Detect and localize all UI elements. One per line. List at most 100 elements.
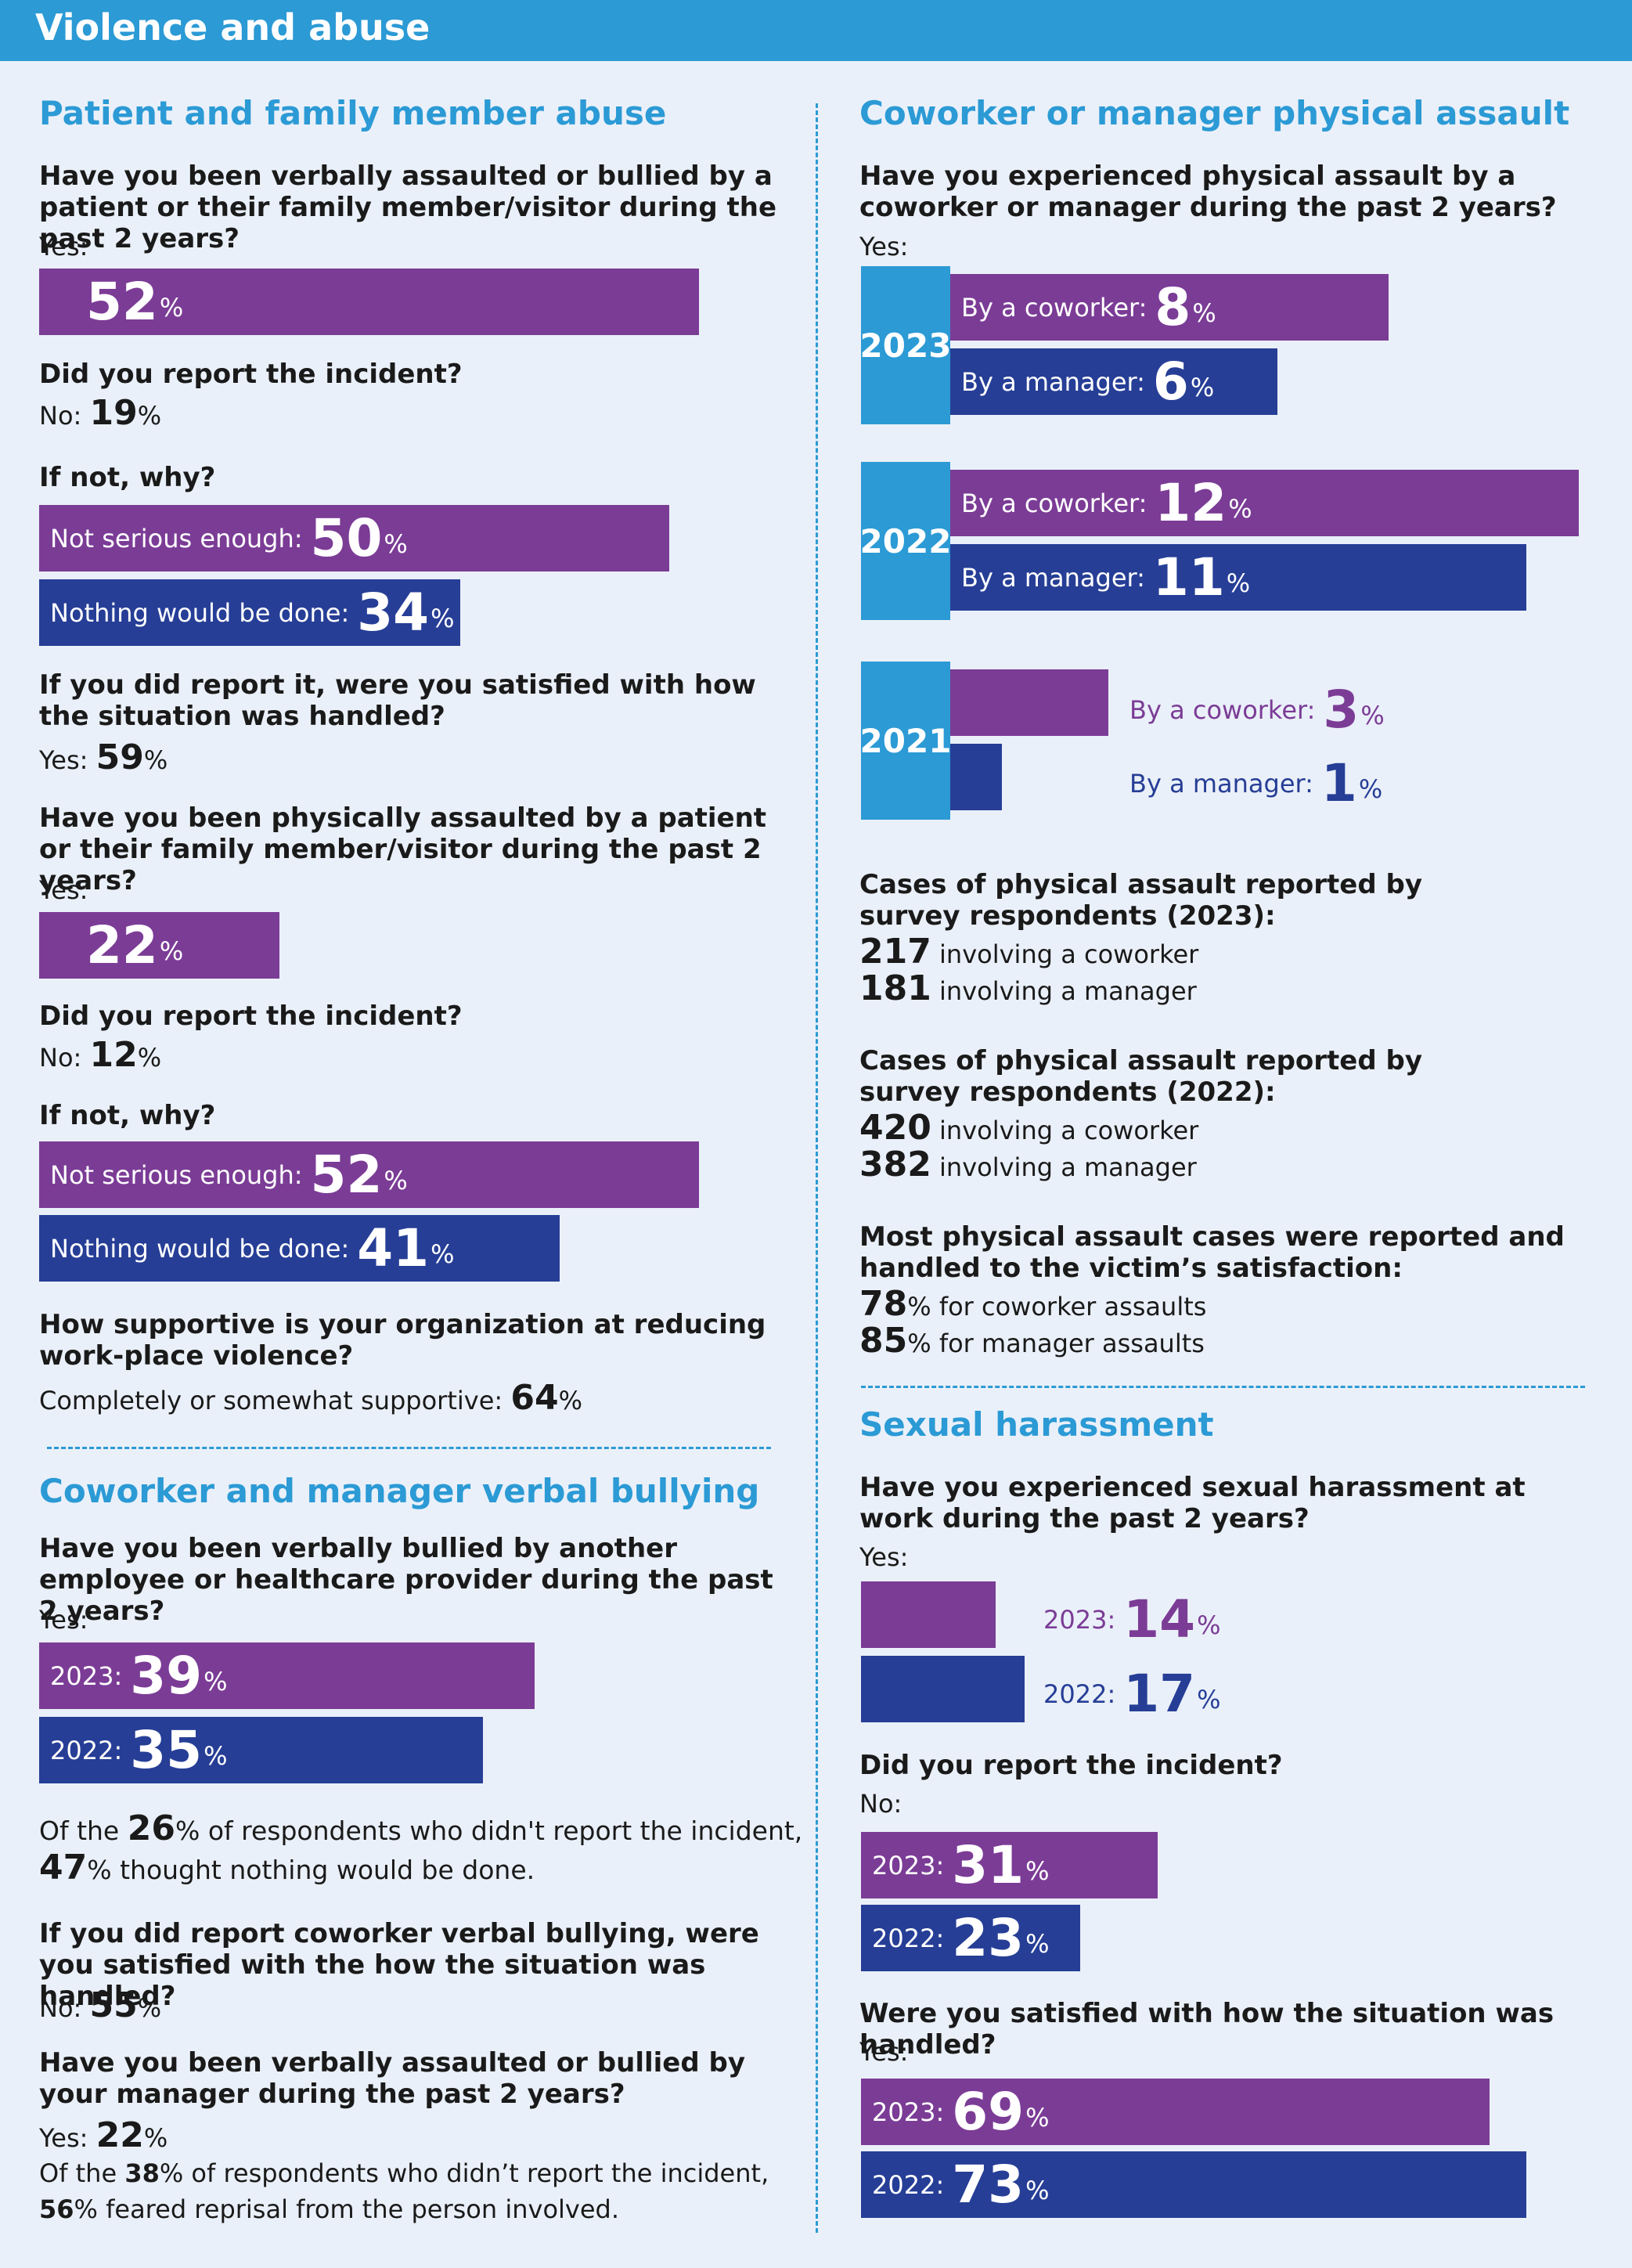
- bar-value: 34: [357, 582, 430, 643]
- label-harassment-2022: 2022: 17%: [1043, 1664, 1220, 1724]
- stat-unit: %: [87, 1855, 112, 1885]
- stat-value: 78: [859, 1284, 908, 1324]
- bar-value: 22: [86, 915, 158, 975]
- stat-supportive: Completely or somewhat supportive: 64%: [39, 1378, 582, 1418]
- bar-satisfied-2022: 2022: 73%: [861, 2151, 1526, 2218]
- section-divider-left: [47, 1447, 771, 1449]
- yes-label: Yes:: [859, 1542, 909, 1572]
- bar-value: 23: [952, 1908, 1025, 1968]
- bar-unit: %: [1025, 1928, 1050, 1959]
- stat-value: 64: [510, 1378, 559, 1418]
- stat-unit: %: [143, 745, 168, 775]
- label-harassment-2023: 2023: 14%: [1043, 1589, 1220, 1650]
- stat-unit: %: [907, 1329, 931, 1358]
- stat-value: 22: [95, 2115, 144, 2155]
- bar-unit: %: [1197, 1610, 1221, 1640]
- bar-value: 3: [1323, 680, 1360, 740]
- text-of-the: Of the: [39, 2158, 117, 2188]
- question-report: Did you report the incident?: [39, 359, 463, 390]
- stat-value: 382: [859, 1145, 931, 1184]
- bar-unit: %: [431, 1239, 455, 1269]
- bar-value: 6: [1152, 352, 1189, 412]
- year-label-2022: 2022: [860, 462, 951, 620]
- question-physical-assault: Have you experienced physical assault by…: [859, 160, 1557, 223]
- no-label: No:: [39, 401, 82, 431]
- stat-value: 56: [39, 2194, 74, 2224]
- bar-value: 8: [1155, 277, 1191, 337]
- stat-value: 19: [89, 393, 138, 433]
- stat-value: 38: [124, 2158, 160, 2188]
- bar-assault-coworker-2023: By a coworker: 8%: [950, 274, 1389, 341]
- question-verbal-patient: Have you been verbally assaulted or bull…: [39, 160, 777, 254]
- no-label: No:: [39, 1043, 82, 1073]
- stat-text: involving a manager: [939, 1152, 1197, 1182]
- question-manager-bullying: Have you been verbally assaulted or bull…: [39, 2047, 746, 2110]
- yes-label: Yes:: [39, 2123, 88, 2153]
- stat-value: 55: [89, 1985, 138, 2025]
- bar-value: 14: [1123, 1589, 1196, 1650]
- cases-2023-coworker: 217 involving a coworker: [859, 932, 1198, 972]
- no-label: No:: [859, 1789, 902, 1819]
- bar-value: 69: [952, 2082, 1025, 2142]
- label-assault-coworker-2021: By a coworker: 3%: [1129, 680, 1385, 740]
- bar-verbal-not-serious: Not serious enough: 50%: [39, 505, 669, 572]
- bar-year: 2023:: [872, 1850, 945, 1880]
- bar-value: 1: [1320, 753, 1357, 813]
- stat-manager-yes: Yes: 22%: [39, 2115, 168, 2155]
- section-heading-physical-assault: Coworker or manager physical assault: [859, 94, 1570, 132]
- bar-year: 2023:: [1043, 1604, 1116, 1635]
- year-label-2023: 2023: [860, 266, 951, 424]
- stat-text: of respondents who didn’t report the inc…: [191, 2158, 769, 2188]
- question-verbal-bullying: Have you been verbally bullied by anothe…: [39, 1533, 773, 1627]
- bar-assault-coworker-2022: By a coworker: 12%: [950, 470, 1579, 536]
- cases-2022-manager: 382 involving a manager: [859, 1145, 1197, 1184]
- stat-text: feared reprisal from the person involved…: [106, 2194, 620, 2224]
- bar-physical-nothing: Nothing would be done: 41%: [39, 1215, 560, 1282]
- bar-value: 31: [952, 1835, 1025, 1895]
- bar-unit: %: [1025, 1855, 1050, 1886]
- cases-2022-coworker: 420 involving a coworker: [859, 1108, 1198, 1148]
- bar-verbal-nothing: Nothing would be done: 34%: [39, 579, 460, 646]
- stat-text: of respondents who didn't report the inc…: [207, 1815, 803, 1846]
- supportive-label: Completely or somewhat supportive:: [39, 1386, 503, 1415]
- stat-coworker-satisfied: 78% for coworker assaults: [859, 1284, 1206, 1324]
- stat-value: 85: [859, 1321, 908, 1361]
- cases-2023-title: Cases of physical assault reported by su…: [859, 869, 1423, 932]
- bar-label: Nothing would be done:: [50, 1233, 350, 1264]
- bar-label: Not serious enough:: [50, 1159, 303, 1190]
- stat-unit: %: [558, 1386, 582, 1415]
- bar-unit: %: [1025, 2102, 1050, 2133]
- section-divider-right: [861, 1386, 1585, 1388]
- bar-unit: %: [1226, 568, 1251, 598]
- bar-assault-manager-2022: By a manager: 11%: [950, 544, 1526, 611]
- bar-year: 2022:: [872, 2169, 945, 2200]
- question-report: Did you report the incident?: [859, 1750, 1283, 1781]
- stat-text: involving a coworker: [939, 1116, 1199, 1145]
- bar-value: 52: [310, 1145, 383, 1205]
- bar-year: 2022:: [1043, 1678, 1116, 1709]
- bar-unit: %: [384, 528, 408, 559]
- bar-value: 35: [130, 1720, 203, 1780]
- bar-physical-patient-yes: 22%: [39, 912, 279, 979]
- bar-unit: %: [1360, 700, 1385, 730]
- bar-verbal-patient-yes: 52%: [39, 269, 699, 335]
- stat-text: involving a manager: [939, 976, 1197, 1006]
- bar-unit: %: [384, 1165, 408, 1195]
- section-heading-sexual-harassment: Sexual harassment: [859, 1405, 1214, 1444]
- bar-unit: %: [431, 603, 455, 633]
- text-of-the: Of the: [39, 1815, 120, 1846]
- bar-label: By a manager:: [1129, 768, 1313, 799]
- stat-value: 47: [39, 1848, 88, 1888]
- stat-value: 420: [859, 1108, 931, 1148]
- stat-text: for coworker assaults: [938, 1292, 1207, 1321]
- stat-manager-didnt-report: Of the 38% of respondents who didn’t rep…: [39, 2158, 769, 2188]
- yes-label: Yes:: [859, 232, 909, 261]
- bar-value: 12: [1155, 473, 1227, 533]
- stat-verbal-no: No: 19%: [39, 393, 161, 433]
- bar-assault-manager-2023: By a manager: 6%: [950, 348, 1277, 415]
- question-harassment-satisfied: Were you satisfied with how the situatio…: [859, 1998, 1555, 2061]
- bar-year: 2023:: [50, 1660, 123, 1691]
- stat-unit: %: [137, 1043, 162, 1073]
- question-sexual-harassment: Have you experienced sexual harassment a…: [859, 1472, 1526, 1534]
- stat-unit: %: [143, 2123, 168, 2153]
